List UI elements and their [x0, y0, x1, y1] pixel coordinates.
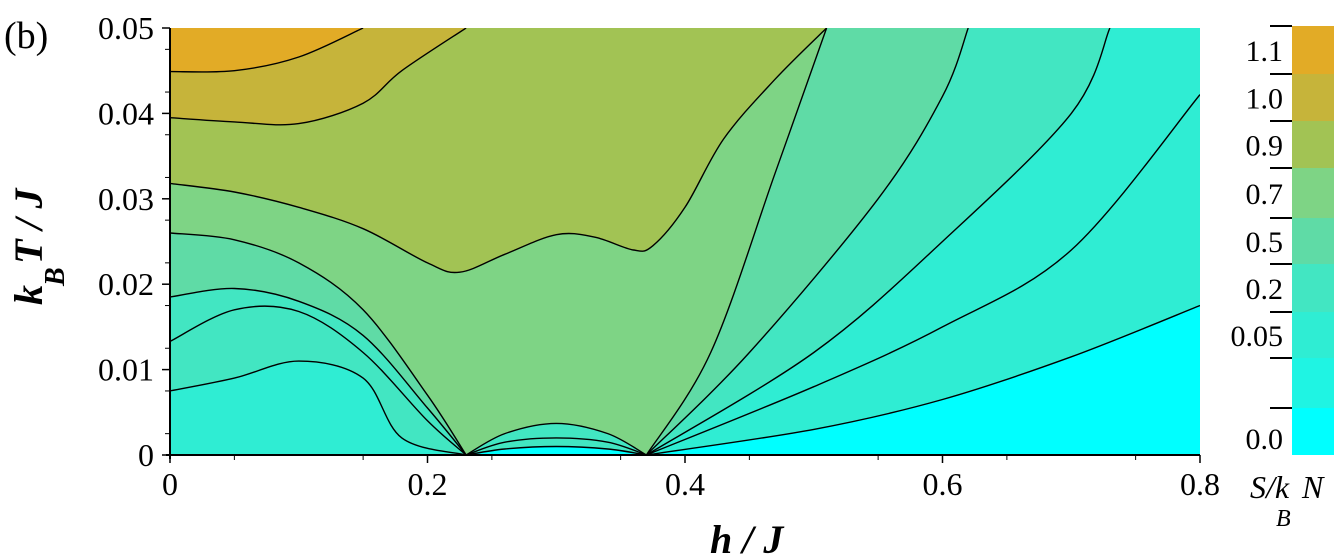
y-tick-label: 0.01: [98, 352, 154, 388]
y-axis-title-main: k: [6, 285, 51, 305]
contour-middle-dome-2: [465, 437, 647, 455]
x-tick-label: 0.4: [665, 466, 705, 502]
contour-middle-dome-3: [465, 445, 647, 455]
colorbar-segment: [1292, 26, 1334, 74]
colorbar-label: 1.0: [1246, 83, 1284, 116]
colorbar-title-sub: B: [1276, 506, 1291, 532]
contour-middle-dome-1: [465, 422, 647, 455]
contour-top-left-1: [170, 28, 364, 73]
y-tick-labels: 0 0.01 0.02 0.03 0.04 0.05: [98, 10, 170, 473]
colorbar-label: 0.7: [1246, 178, 1284, 211]
contour-right-fan-5: [646, 304, 1200, 455]
colorbar-title-main: S/k: [1250, 469, 1290, 505]
y-tick-label: 0.04: [98, 95, 154, 131]
contour-left-dome-3: [170, 305, 467, 455]
x-tick-label: 0: [162, 466, 178, 502]
contour-right-fan-2: [645, 28, 969, 455]
colorbar-segment: [1292, 408, 1334, 455]
colorbar: 0.0 0.05 0.2 0.5 0.7 0.9 1.0 1.1: [1231, 25, 1334, 456]
region-band-cyan-light: [170, 361, 467, 455]
contour-top-left-2: [170, 28, 467, 126]
colorbar-label: 0.2: [1246, 273, 1284, 306]
y-axis-title-tail: T / J: [6, 186, 51, 264]
contour-left-dome-1: [170, 232, 467, 455]
y-tick-label: 0: [138, 437, 154, 473]
contour-lines: [170, 28, 1200, 455]
plot-regions: [170, 28, 1200, 455]
colorbar-title-tail: N: [1301, 469, 1325, 505]
colorbar-label: 0.9: [1246, 130, 1284, 163]
y-tick-label: 0.02: [98, 266, 154, 302]
colorbar-title: S/k B N: [1250, 469, 1325, 532]
contour-left-dome-2: [170, 287, 467, 455]
panel-label: (b): [4, 15, 48, 57]
colorbar-segment: [1292, 312, 1334, 358]
region-band-cyan-light: [646, 28, 1200, 455]
colorbar-segment: [1292, 264, 1334, 312]
region-band-cyan: [646, 305, 1200, 455]
contour-right-fan-1: [645, 28, 828, 455]
colorbar-label: 1.1: [1246, 35, 1284, 68]
region-band-yellow-green: [170, 28, 1200, 273]
region-band-aqua: [466, 423, 647, 455]
contour-right-fan-3: [646, 28, 1111, 455]
colorbar-segment: [1292, 218, 1334, 264]
colorbar-segment: [1292, 358, 1334, 408]
y-axis-title: k B T / J: [6, 186, 71, 305]
y-axis-title-sub: B: [40, 267, 71, 287]
region-fills: [170, 28, 1200, 455]
colorbar-segment: [1292, 168, 1334, 218]
region-band-top-left-orange: [170, 28, 364, 72]
y-tick-label: 0.03: [98, 181, 154, 217]
colorbar-segment: [1292, 74, 1334, 121]
x-tick-labels: 0 0.2 0.4 0.6 0.8: [162, 455, 1220, 502]
colorbar-label: 0.5: [1246, 226, 1284, 259]
colorbar-label: 0.05: [1231, 320, 1284, 353]
x-tick-label: 0.6: [923, 466, 963, 502]
colorbar-segment: [1292, 121, 1334, 168]
x-tick-label: 0.8: [1180, 466, 1220, 502]
colorbar-label: 0.0: [1246, 423, 1284, 456]
x-axis-title: h / J: [710, 517, 785, 560]
contour-upper-valley: [170, 28, 828, 274]
y-tick-label: 0.05: [98, 10, 154, 46]
axes: [166, 28, 1200, 459]
x-tick-label: 0.2: [408, 466, 448, 502]
contour-left-dome-4: [170, 360, 467, 455]
contour-right-fan-4: [646, 94, 1200, 455]
